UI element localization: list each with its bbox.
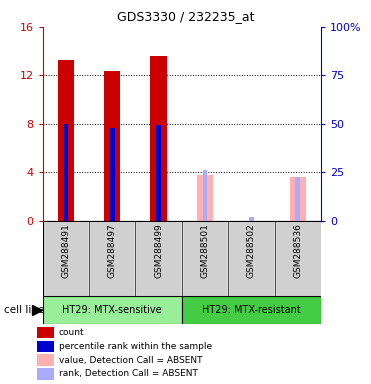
Bar xyxy=(290,177,306,221)
Bar xyxy=(43,221,89,296)
Text: GSM288501: GSM288501 xyxy=(200,223,210,278)
Text: count: count xyxy=(59,328,84,337)
Bar xyxy=(275,221,321,296)
Bar xyxy=(151,56,167,221)
Text: rank, Detection Call = ABSENT: rank, Detection Call = ABSENT xyxy=(59,369,197,379)
Bar xyxy=(63,124,68,221)
Text: GSM288499: GSM288499 xyxy=(154,223,163,278)
Bar xyxy=(249,217,254,221)
Bar xyxy=(197,175,213,221)
Bar xyxy=(89,221,135,296)
Bar xyxy=(228,221,275,296)
Text: GSM288491: GSM288491 xyxy=(61,223,70,278)
Text: GSM288497: GSM288497 xyxy=(108,223,117,278)
Text: GDS3330 / 232235_at: GDS3330 / 232235_at xyxy=(117,10,254,23)
Bar xyxy=(182,221,228,296)
Text: GSM288536: GSM288536 xyxy=(293,223,302,278)
Bar xyxy=(182,296,321,324)
Text: GSM288502: GSM288502 xyxy=(247,223,256,278)
Bar xyxy=(156,125,161,221)
Text: HT29: MTX-sensitive: HT29: MTX-sensitive xyxy=(62,305,162,315)
Bar xyxy=(295,177,300,221)
Bar xyxy=(43,296,182,324)
Bar xyxy=(203,170,207,221)
Bar xyxy=(104,71,120,221)
Bar xyxy=(110,128,115,221)
Bar xyxy=(135,221,182,296)
Text: cell line: cell line xyxy=(4,305,44,315)
Text: value, Detection Call = ABSENT: value, Detection Call = ABSENT xyxy=(59,356,202,365)
Bar xyxy=(58,60,74,221)
Text: percentile rank within the sample: percentile rank within the sample xyxy=(59,342,212,351)
Bar xyxy=(249,217,254,221)
Text: HT29: MTX-resistant: HT29: MTX-resistant xyxy=(202,305,301,315)
